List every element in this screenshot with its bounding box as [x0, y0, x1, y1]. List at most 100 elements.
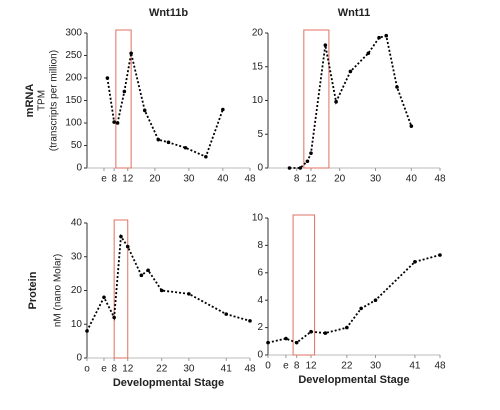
x-tick-label: 8 — [111, 174, 117, 185]
y-tick-label: 100 — [65, 118, 82, 129]
x-tick-label: 30 — [183, 174, 195, 185]
x-tick-label: 12 — [305, 174, 317, 185]
y-axis-label-bold: mRNA — [24, 84, 36, 118]
data-line — [267, 254, 441, 344]
y-tick-label: 15 — [252, 61, 264, 72]
data-point — [122, 89, 127, 94]
data-point — [287, 166, 292, 170]
data-point — [305, 159, 310, 164]
x-tick-label: 40 — [406, 174, 418, 185]
x-tick-label: 22 — [156, 364, 168, 375]
data-point — [377, 35, 381, 40]
data-point — [248, 319, 252, 323]
y-tick-label: 0 — [76, 163, 82, 174]
y-axis-label: nM (nano Molar) — [53, 254, 64, 327]
data-point — [166, 140, 171, 145]
x-tick-label: 22 — [341, 361, 353, 372]
data-point — [384, 33, 389, 38]
y-tick-label: 4 — [257, 295, 263, 306]
y-tick-label: 10 — [252, 213, 264, 224]
data-point — [284, 336, 288, 341]
data-point — [438, 253, 442, 257]
y-tick-label: 8 — [257, 240, 263, 251]
x-tick-label: 40 — [217, 174, 229, 185]
data-point — [309, 151, 313, 155]
x-tick-label: 48 — [434, 361, 446, 372]
data-point — [105, 76, 110, 80]
x-tick-label: e — [283, 361, 289, 372]
x-tick-label: 48 — [244, 174, 256, 185]
y-tick-label: 6 — [257, 267, 263, 278]
highlight-box — [292, 214, 316, 356]
x-tick-label: 30 — [183, 364, 195, 375]
data-point — [204, 154, 208, 159]
data-point — [294, 340, 299, 345]
data-line — [106, 53, 224, 158]
y-axis-label-bold: Protein — [27, 271, 39, 309]
y-tick-label: 5 — [257, 129, 263, 140]
y-tick-label: 2 — [257, 322, 263, 333]
x-axis-label: Developmental Stage — [113, 377, 224, 389]
y-tick-label: 250 — [65, 50, 82, 61]
data-point — [395, 85, 399, 89]
data-point — [413, 260, 417, 264]
x-tick-label: 48 — [244, 364, 256, 375]
data-point — [348, 69, 353, 74]
data-line — [86, 233, 251, 332]
x-tick-label: 41 — [409, 361, 421, 372]
data-point — [334, 100, 338, 104]
data-line — [289, 34, 413, 169]
data-point — [187, 292, 191, 296]
data-point — [129, 51, 133, 56]
data-point — [298, 166, 303, 170]
x-tick-label: o — [84, 364, 90, 375]
data-point — [309, 329, 313, 334]
data-point — [115, 121, 120, 125]
data-point — [142, 108, 147, 113]
highlight-box — [113, 219, 129, 359]
x-tick-label: 8 — [294, 361, 300, 372]
data-point — [409, 124, 414, 128]
data-point — [359, 306, 363, 311]
data-point — [266, 340, 270, 345]
y-tick-label: 40 — [71, 218, 83, 229]
y-tick-label: 10 — [71, 319, 83, 330]
data-point — [221, 107, 225, 112]
x-tick-label: 12 — [122, 364, 134, 375]
data-point — [323, 331, 328, 335]
x-tick-label: 41 — [221, 364, 233, 375]
data-point — [112, 120, 116, 124]
data-point — [159, 288, 164, 293]
data-point — [146, 268, 150, 273]
y-tick-label: 300 — [65, 28, 82, 39]
x-tick-label: 12 — [305, 361, 317, 372]
data-point — [102, 295, 106, 300]
y-tick-label: 50 — [71, 140, 83, 151]
x-tick-label: 12 — [122, 174, 134, 185]
y-tick-label: 20 — [71, 285, 83, 296]
y-tick-label: 30 — [71, 251, 83, 262]
data-point — [112, 315, 116, 320]
x-tick-label: 30 — [370, 174, 382, 185]
x-tick-label: 20 — [149, 174, 161, 185]
data-point — [366, 51, 371, 56]
data-point — [139, 273, 144, 278]
data-point — [85, 329, 89, 333]
data-point — [373, 298, 378, 303]
x-tick-label: 48 — [434, 174, 446, 185]
x-tick-label: 8 — [294, 174, 300, 185]
y-axis-label: TPM — [37, 90, 48, 111]
highlight-box — [303, 29, 330, 169]
x-tick-label: 30 — [370, 361, 382, 372]
y-tick-label: 0 — [257, 163, 263, 174]
data-point — [224, 312, 229, 316]
x-tick-label: 8 — [111, 364, 117, 375]
x-tick-label: e — [101, 174, 107, 185]
y-tick-label: 200 — [65, 73, 82, 84]
y-axis-sublabel: (transcripts per million) — [49, 50, 60, 151]
chart-title: Wnt11b — [149, 7, 188, 19]
y-tick-label: 150 — [65, 95, 82, 106]
data-point — [119, 234, 123, 239]
